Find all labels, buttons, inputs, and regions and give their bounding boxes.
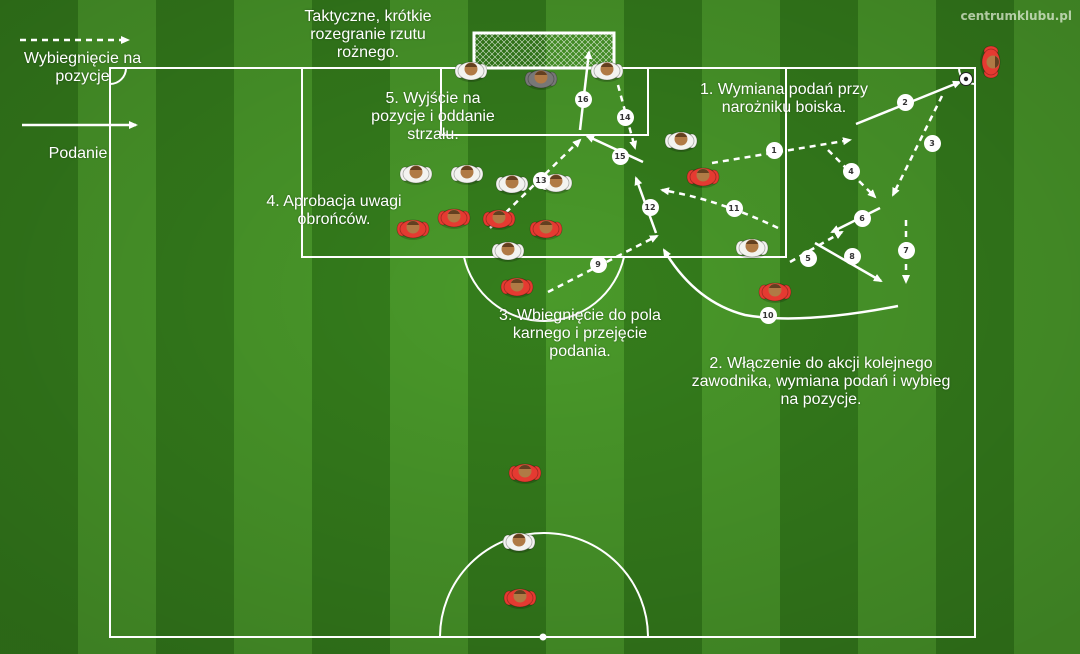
move-number-badge: 15: [611, 147, 629, 165]
attacker-player-icon: [975, 45, 1009, 79]
step-3-label: 3. Wbiegnięcie do pola karnego i przejęc…: [499, 307, 661, 360]
move-number-badge: 6: [853, 209, 871, 227]
attacker-player-icon: [482, 201, 516, 235]
pass-arrow-10: [662, 248, 899, 320]
ball-icon: [959, 72, 973, 86]
attacker-player-icon: [508, 455, 542, 489]
legend-pass-label: Podanie: [48, 145, 108, 162]
move-number-badge: 4: [842, 162, 860, 180]
move-number-badge: 2: [896, 93, 914, 111]
corner-arc-left: [109, 67, 127, 85]
defender-player-icon: [495, 166, 529, 200]
step-2-label: 2. Włączenie do akcji kolejnego zawodnik…: [691, 355, 951, 408]
defender-player-icon: [491, 233, 525, 267]
move-number-badge: 5: [799, 249, 817, 267]
run-arrow-13: [489, 138, 582, 229]
step-4-label: 4. Aprobacja uwagi obrońców.: [266, 193, 402, 228]
defender-player-icon: [502, 524, 536, 558]
step-5-label: 5. Wyjście na pozycje i oddanie strzału.: [371, 90, 495, 143]
run-arrow-9: [547, 234, 659, 294]
defender-player-icon: [735, 230, 769, 264]
goalkeeper-icon: [524, 61, 558, 95]
move-number-badge: 12: [641, 198, 659, 216]
move-number-badge: 7: [897, 241, 915, 259]
attacker-player-icon: [529, 211, 563, 245]
move-number-badge: 13: [532, 171, 550, 189]
step-1-label: 1. Wymiana podań przy narożniku boiska.: [700, 81, 868, 116]
move-number-badge: 1: [765, 141, 783, 159]
diagram-title: Taktyczne, krótkie rozegranie rzutu rożn…: [304, 8, 432, 61]
attacker-player-icon: [758, 274, 792, 308]
move-number-badge: 14: [616, 108, 634, 126]
defender-player-icon: [454, 53, 488, 87]
attacker-player-icon: [437, 200, 471, 234]
move-number-badge: 9: [589, 255, 607, 273]
center-circle: [439, 532, 649, 638]
run-arrow-11: [660, 187, 779, 230]
watermark: centrumklubu.pl: [960, 9, 1072, 23]
center-spot: [539, 633, 547, 641]
penalty-arc: [463, 256, 625, 322]
attacker-player-icon: [500, 269, 534, 303]
defender-player-icon: [590, 53, 624, 87]
defender-player-icon: [664, 123, 698, 157]
move-number-badge: 16: [574, 90, 592, 108]
defender-player-icon: [450, 156, 484, 190]
defender-player-icon: [399, 156, 433, 190]
move-number-badge: 11: [725, 199, 743, 217]
attacker-player-icon: [686, 159, 720, 193]
attacker-player-icon: [396, 211, 430, 245]
run-arrow-3: [891, 95, 944, 197]
move-number-badge: 10: [759, 306, 777, 324]
move-number-badge: 8: [843, 247, 861, 265]
move-number-badge: 3: [923, 134, 941, 152]
legend-run-label: Wybiegnięcie na pozycje: [23, 50, 142, 85]
attacker-player-icon: [503, 580, 537, 614]
